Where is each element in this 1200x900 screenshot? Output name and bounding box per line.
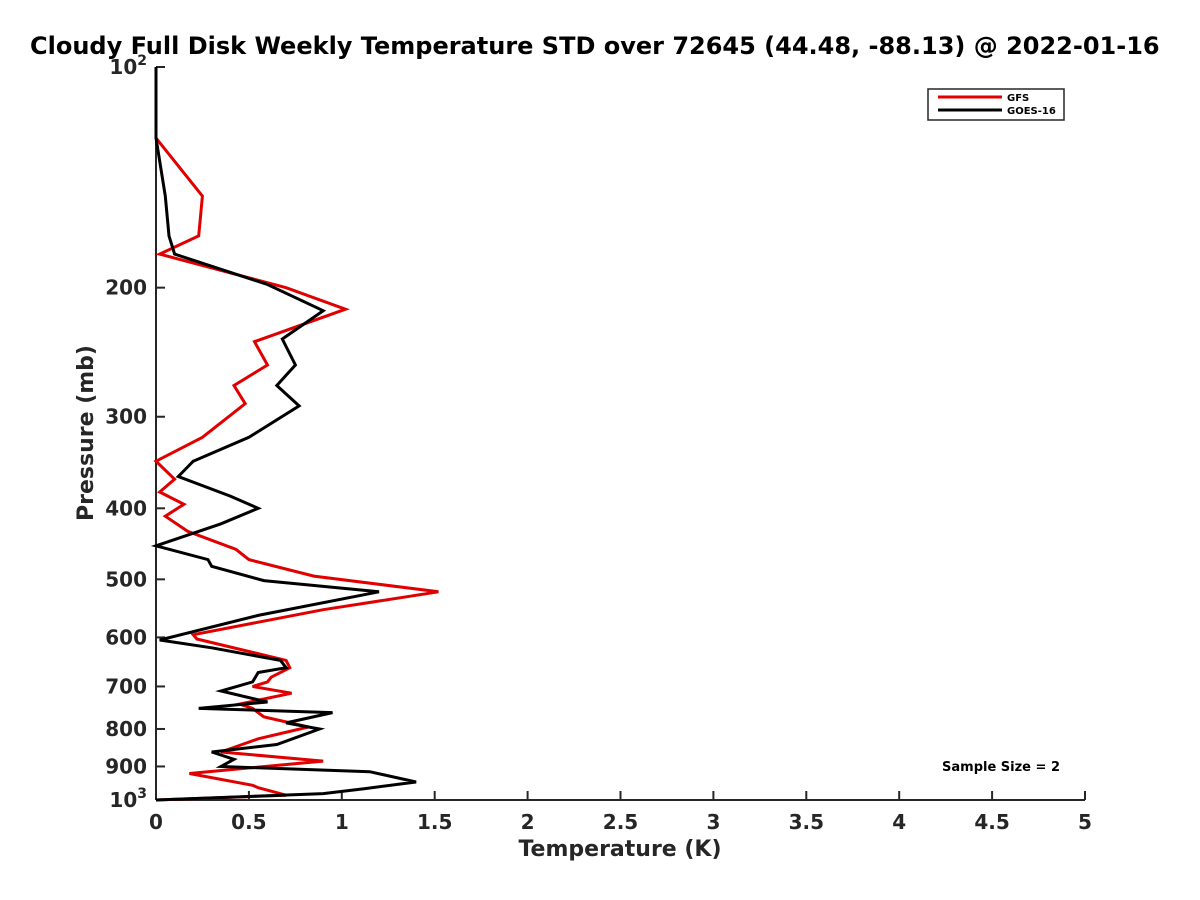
sample-size-annotation: Sample Size = 2 [942, 760, 1060, 775]
y-tick-label: 300 [105, 405, 147, 429]
x-tick-label: 1.5 [417, 810, 452, 834]
series-line-goes-16 [150, 67, 417, 802]
x-tick-label: 1 [335, 810, 349, 834]
x-tick-label: 3 [706, 810, 720, 834]
y-tick-label: 800 [105, 717, 147, 741]
y-tick-label: 700 [105, 674, 147, 698]
y-tick-label: 600 [105, 625, 147, 649]
axes: 0 0.5 1 1.5 2 2.5 3 3.5 4 4.5 5 102 200 300 400 500 600 7… [105, 53, 1092, 834]
legend-label: GOES-16 [1007, 106, 1056, 117]
legend-box [927, 88, 1065, 121]
x-tick-label: 4 [892, 810, 906, 834]
series-line-gfs [153, 67, 439, 802]
y-tick-label: 500 [105, 567, 147, 591]
x-tick-label: 0.5 [231, 810, 266, 834]
data-series [150, 67, 439, 802]
x-axis-label: Temperature (K) [518, 837, 721, 862]
x-tick-label: 2 [521, 810, 535, 834]
x-tick-label: 4.5 [974, 810, 1009, 834]
y-tick-label: 900 [105, 754, 147, 778]
x-tick-label: 5 [1078, 810, 1092, 834]
x-tick-label: 3.5 [789, 810, 824, 834]
y-tick-label: 103 [109, 786, 147, 812]
y-tick-label: 200 [105, 276, 147, 300]
x-tick-label: 0 [149, 810, 163, 834]
y-tick-label: 400 [105, 496, 147, 520]
y-axis-label: Pressure (mb) [74, 345, 99, 521]
chart-title: Cloudy Full Disk Weekly Temperature STD … [30, 32, 1160, 60]
y-tick-label: 102 [109, 53, 147, 79]
x-tick-label: 2.5 [603, 810, 638, 834]
legend-label: GFS [1007, 93, 1029, 104]
legend: GFS GOES-16 [927, 88, 1065, 121]
